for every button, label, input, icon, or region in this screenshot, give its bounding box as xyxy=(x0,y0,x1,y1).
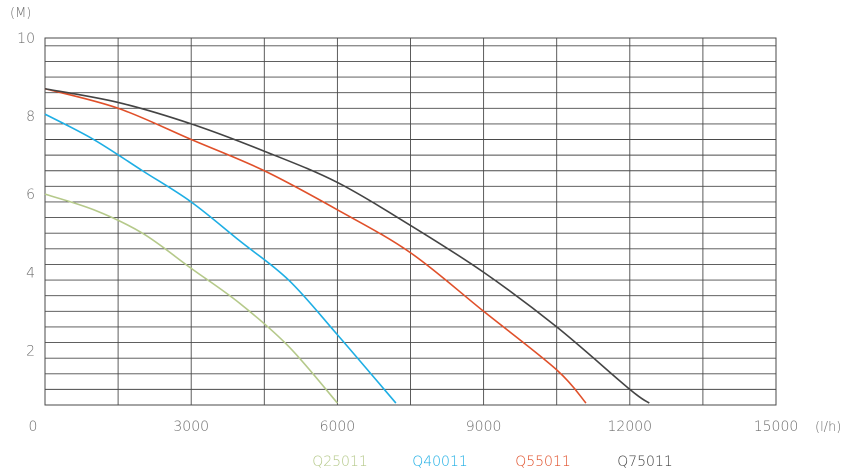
y-axis-label: (M) xyxy=(10,6,31,21)
series-line-q40011 xyxy=(44,113,397,404)
chart-grid xyxy=(44,37,777,406)
legend: Q25011 Q40011 Q55011 Q75011 xyxy=(312,454,673,470)
series-lines xyxy=(44,87,650,404)
y-tick-label: 10 xyxy=(17,31,35,47)
y-axis-ticks: 2 4 6 8 10 xyxy=(17,31,35,359)
series-line-q25011 xyxy=(44,193,339,404)
x-axis-ticks: 0 3000 6000 9000 12000 15000 xyxy=(29,419,799,435)
x-tick-label: 12000 xyxy=(608,419,653,435)
legend-item-q75011: Q75011 xyxy=(617,454,673,470)
x-tick-label: 6000 xyxy=(320,419,356,435)
series-line-q55011 xyxy=(44,87,587,404)
y-tick-label: 6 xyxy=(26,187,35,203)
legend-item-q40011: Q40011 xyxy=(412,454,468,470)
y-tick-label: 2 xyxy=(26,343,35,359)
legend-item-q55011: Q55011 xyxy=(515,454,571,470)
x-axis-label: (l/h) xyxy=(815,420,841,435)
y-tick-label: 4 xyxy=(26,265,35,281)
x-tick-label: 9000 xyxy=(466,419,502,435)
y-tick-label: 8 xyxy=(26,109,35,125)
x-tick-label: 0 xyxy=(29,419,38,435)
series-line-q75011 xyxy=(44,87,650,404)
x-tick-label: 15000 xyxy=(754,419,799,435)
x-tick-label: 3000 xyxy=(173,419,209,435)
legend-item-q25011: Q25011 xyxy=(312,454,368,470)
